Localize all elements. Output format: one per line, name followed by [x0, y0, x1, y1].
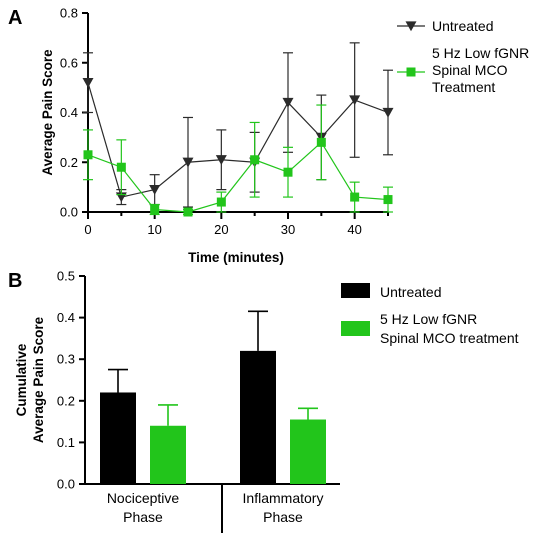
category-label-b: Inflammatory [243, 490, 324, 506]
data-point-a [182, 157, 194, 168]
y-tick-label-b: 0.0 [57, 477, 75, 492]
panel-letter-a: A [8, 7, 22, 29]
x-tick-label-a: 20 [214, 222, 228, 237]
x-tick-label-a: 30 [281, 222, 295, 237]
data-point-a [316, 137, 326, 147]
data-point-a [215, 155, 227, 165]
category-label-b: Phase [263, 509, 303, 525]
y-axis-title-b: Average Pain Score [31, 316, 46, 443]
data-point-a [350, 192, 360, 202]
bar-group-b [150, 404, 186, 484]
bar [100, 392, 136, 484]
y-axis-title-b: Cumulative [14, 343, 29, 416]
y-tick-label-b: 0.2 [57, 393, 75, 408]
y-tick-label-b: 0.4 [57, 310, 75, 325]
data-point-a [150, 205, 160, 215]
legend-swatch [341, 283, 370, 298]
data-point-a [82, 77, 94, 88]
legend-label-b: Untreated [380, 284, 441, 300]
legend-label-b: Spinal MCO treatment [380, 330, 519, 346]
series-a-1 [83, 104, 393, 217]
data-point-a [282, 97, 294, 108]
x-tick-label-a: 40 [347, 222, 361, 237]
panel-letter-b: B [8, 270, 22, 292]
legend-item-b-0: Untreated [341, 283, 441, 300]
legend-marker [405, 21, 417, 32]
data-point-a [116, 162, 126, 172]
legend-marker [406, 67, 416, 77]
y-tick-label-a: 0.6 [60, 55, 78, 70]
data-point-a [383, 195, 393, 205]
series-a-0 [82, 42, 394, 208]
bar-group-b [240, 310, 276, 484]
legend-label-b: 5 Hz Low fGNR [380, 311, 477, 327]
y-tick-label-b: 0.3 [57, 352, 75, 367]
data-point-a [183, 207, 193, 217]
series-line-a [87, 141, 389, 213]
y-axis-title-a: Average Pain Score [40, 49, 55, 176]
category-label-b: Nociceptive [107, 490, 180, 506]
category-label-b: Phase [123, 509, 163, 525]
bar [290, 419, 326, 484]
y-tick-label-b: 0.1 [57, 435, 75, 450]
legend-swatch [341, 321, 370, 336]
data-point-a [250, 155, 260, 165]
data-point-a [382, 107, 394, 118]
legend-item-b-1: 5 Hz Low fGNR Spinal MCO treatment [341, 311, 519, 346]
legend-label-a: 5 Hz Low fGNR [432, 45, 529, 61]
series-line-a [87, 82, 389, 198]
y-tick-label-b: 0.5 [57, 269, 75, 284]
legend-label-a: Treatment [432, 79, 495, 95]
y-tick-label-a: 0.8 [60, 6, 78, 21]
legend-item-a-0: Untreated [397, 18, 493, 34]
y-tick-label-a: 0.2 [60, 155, 78, 170]
data-point-a [283, 167, 293, 177]
x-tick-label-a: 0 [84, 222, 91, 237]
bar-group-b [290, 407, 326, 484]
data-point-a [83, 150, 93, 160]
data-point-a [149, 184, 161, 195]
data-point-a [349, 95, 361, 106]
x-axis-title-a: Time (minutes) [188, 250, 284, 265]
legend-label-a: Spinal MCO [432, 62, 508, 78]
legend-label-a: Untreated [432, 18, 493, 34]
y-tick-label-a: 0.4 [60, 105, 78, 120]
x-tick-label-a: 10 [147, 222, 161, 237]
y-tick-label-a: 0.0 [60, 205, 78, 220]
bar-group-b [100, 368, 136, 484]
bar [240, 350, 276, 484]
data-point-a [216, 197, 226, 207]
bar [150, 425, 186, 484]
